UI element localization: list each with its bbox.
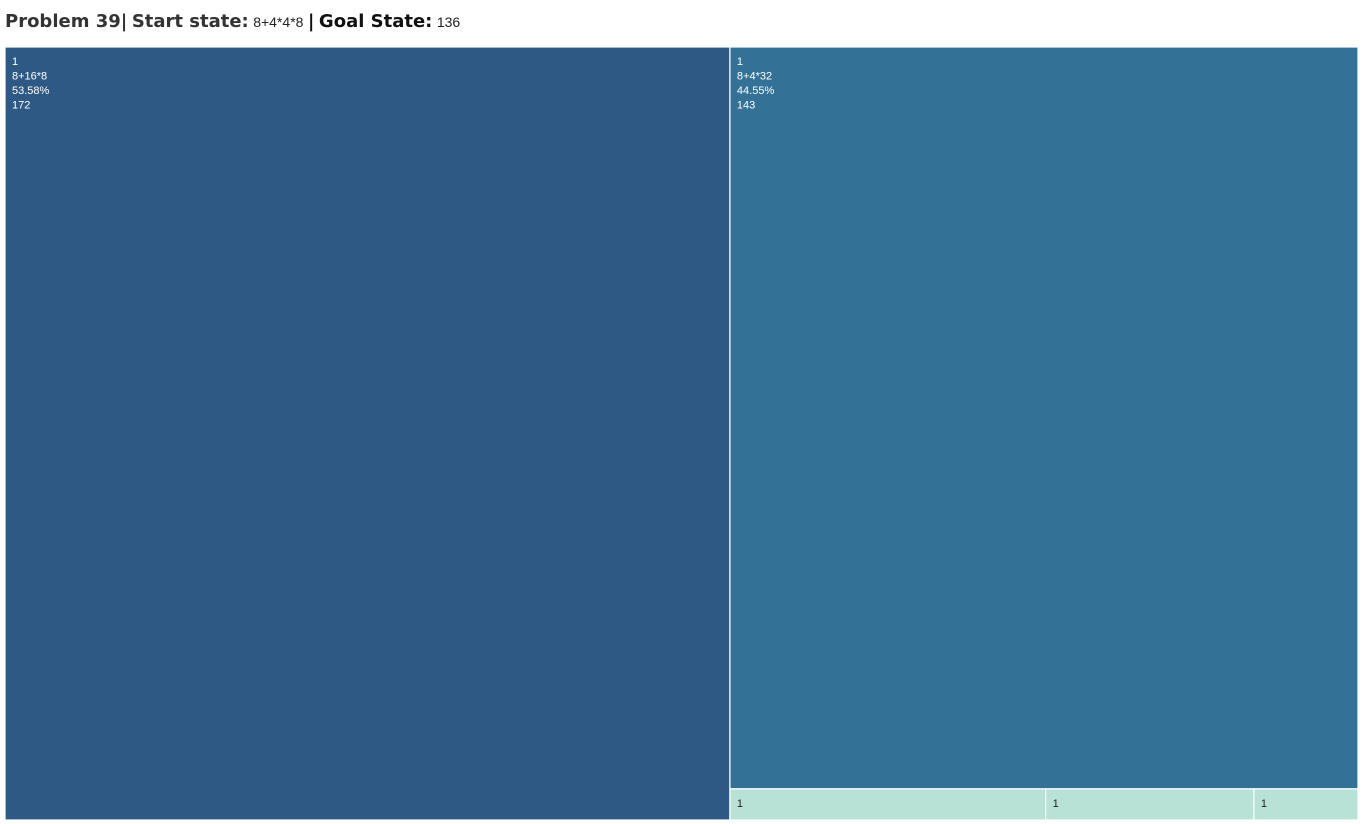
treemap-tile-label: 8+16*8	[12, 71, 47, 83]
treemap-tile-label: 1	[737, 798, 743, 810]
title-separator: |	[120, 11, 128, 32]
treemap-tile[interactable]: 1 8+4*32 44.55% 143	[729, 46, 1359, 790]
treemap-tile[interactable]: 1	[729, 788, 1047, 821]
chart-title: Problem 39| Start state: 8+4*4*8 | Goal …	[5, 8, 460, 36]
title-separator: |	[307, 11, 315, 32]
treemap-tile-rect[interactable]	[1253, 788, 1359, 821]
treemap-tile-rect[interactable]	[1045, 788, 1255, 821]
treemap-tile[interactable]: 1	[1253, 788, 1359, 821]
treemap-tile-label: 1	[737, 56, 743, 68]
start-state-value: 8+4*4*8	[253, 14, 304, 30]
treemap-tile-rect[interactable]	[729, 46, 1359, 790]
treemap-tile-label: 1	[1261, 798, 1267, 810]
treemap-tile-label: 44.55%	[737, 85, 775, 97]
treemap-tile-rect[interactable]	[4, 46, 731, 821]
treemap-tile[interactable]: 1	[1045, 788, 1255, 821]
start-state-label: Start state:	[131, 11, 249, 32]
treemap-tile-rect[interactable]	[729, 788, 1047, 821]
treemap-tile-label: 53.58%	[12, 85, 50, 97]
treemap-tile-label: 8+4*32	[737, 71, 772, 83]
goal-state-label: Goal State:	[318, 11, 433, 32]
treemap-tile-label: 1	[1053, 798, 1059, 810]
treemap-tile-label: 143	[737, 100, 755, 112]
treemap-tile-label: 1	[12, 56, 18, 68]
goal-state-value: 136	[436, 14, 461, 30]
problem-label: Problem 39	[5, 11, 121, 32]
treemap-tile[interactable]: 1 8+16*8 53.58% 172	[4, 46, 731, 821]
treemap-tile-label: 172	[12, 100, 30, 112]
